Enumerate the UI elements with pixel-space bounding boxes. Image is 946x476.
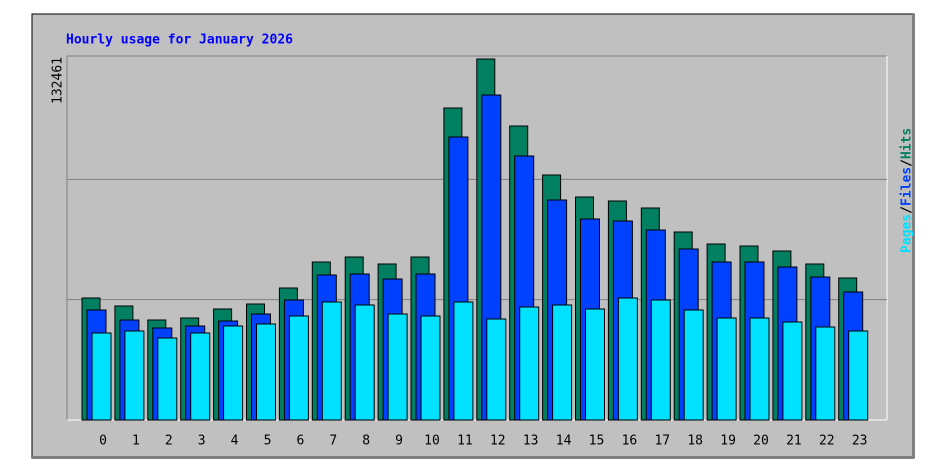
- x-tick-label: 4: [231, 434, 239, 449]
- x-tick-label: 20: [753, 434, 769, 449]
- bar: [91, 332, 112, 421]
- x-tick-label: 22: [819, 434, 835, 449]
- bar: [749, 317, 770, 421]
- bar: [190, 332, 211, 421]
- bar: [288, 315, 309, 421]
- bar: [716, 317, 737, 421]
- bar: [453, 301, 474, 421]
- bar: [815, 326, 836, 421]
- x-tick-label: 1: [132, 434, 140, 449]
- bar: [157, 337, 178, 421]
- x-tick-label: 9: [395, 434, 403, 449]
- bar: [420, 315, 441, 421]
- bar: [354, 304, 375, 421]
- bar: [256, 323, 276, 421]
- x-tick-label: 10: [424, 434, 440, 449]
- bar: [486, 318, 507, 421]
- x-tick-label: 6: [296, 434, 304, 449]
- x-tick-label: 8: [362, 434, 370, 449]
- x-tick-label: 3: [198, 434, 206, 449]
- bar: [585, 308, 605, 421]
- chart-title: Hourly usage for January 2026: [66, 33, 293, 48]
- x-tick-label: 16: [622, 434, 638, 449]
- x-tick-label: 12: [490, 434, 506, 449]
- bar: [387, 313, 408, 421]
- bar: [519, 306, 540, 421]
- bar: [223, 325, 244, 421]
- x-tick-label: 14: [556, 434, 572, 449]
- legend-label: Files: [900, 167, 915, 206]
- x-tick-label: 13: [523, 434, 539, 449]
- x-tick-label: 2: [165, 434, 173, 449]
- y-tick-label: 132461: [51, 57, 66, 104]
- x-tick-label: 7: [329, 434, 337, 449]
- x-tick-label: 15: [589, 434, 605, 449]
- bar: [321, 301, 342, 421]
- legend-separator: /: [900, 206, 915, 214]
- x-tick-label: 23: [852, 434, 868, 449]
- bar: [848, 330, 869, 421]
- legend-label: Pages: [900, 214, 915, 253]
- bar: [782, 321, 803, 421]
- bar: [650, 299, 671, 421]
- x-tick-label: 11: [457, 434, 473, 449]
- bar: [617, 297, 638, 421]
- bar: [552, 304, 573, 421]
- x-tick-label: 0: [99, 434, 107, 449]
- x-tick-label: 18: [687, 434, 703, 449]
- legend-separator: /: [900, 159, 915, 167]
- x-tick-label: 5: [264, 434, 272, 449]
- legend-label: Hits: [900, 128, 915, 159]
- x-tick-label: 17: [654, 434, 670, 449]
- bar: [124, 330, 145, 421]
- bar: [683, 309, 704, 421]
- x-tick-label: 21: [786, 434, 802, 449]
- x-tick-label: 19: [720, 434, 736, 449]
